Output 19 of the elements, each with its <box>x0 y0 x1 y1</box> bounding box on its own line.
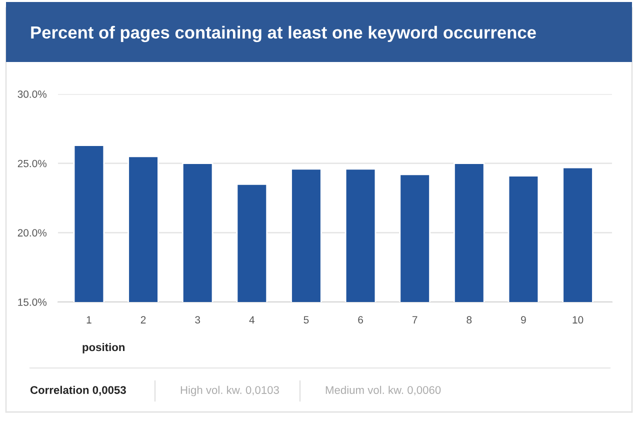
x-tick-label: 10 <box>572 316 584 324</box>
y-tick-label: 20.0% <box>18 229 47 237</box>
y-tick-label: 30.0% <box>18 90 47 98</box>
x-tick-label: 5 <box>304 316 309 324</box>
chart-title: Percent of pages containing at least one keyword occurrence <box>31 26 536 42</box>
x-tick-label: 2 <box>140 316 146 324</box>
x-tick-label: 4 <box>249 316 254 324</box>
x-tick-label: 8 <box>466 316 472 324</box>
x-tick-label: 3 <box>195 316 200 324</box>
x-axis-title: position <box>82 343 125 354</box>
x-tick-label: 1 <box>86 316 92 324</box>
text: Medium vol. kw. 0,0060 <box>326 386 441 396</box>
text: High vol. kw. 0,0103 <box>180 386 279 396</box>
x-tick-label: 9 <box>521 316 526 324</box>
x-tick-label: 7 <box>412 316 418 324</box>
text: Correlation 0,0053 <box>30 386 126 396</box>
y-tick-label: 25.0% <box>18 160 47 168</box>
x-tick-label: 6 <box>358 316 363 324</box>
y-tick-label: 15.0% <box>18 298 47 306</box>
